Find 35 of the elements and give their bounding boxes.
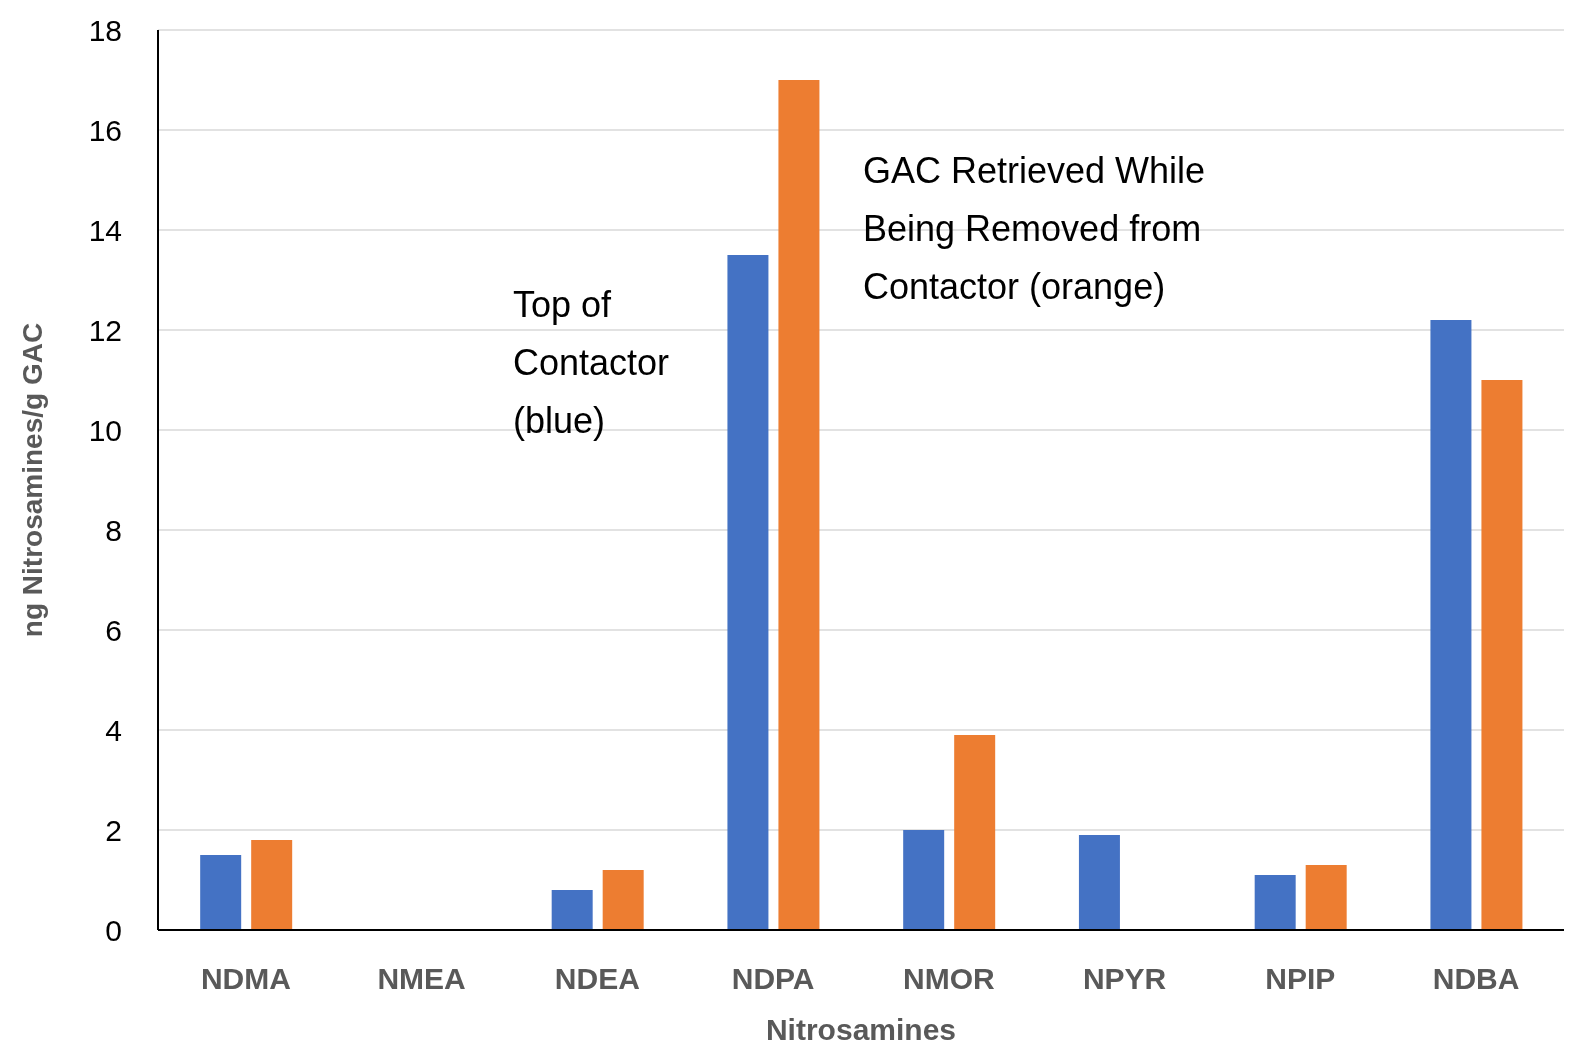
- bar: [551, 890, 593, 930]
- y-tick-label: 0: [105, 913, 122, 947]
- y-tick-label: 14: [88, 213, 122, 247]
- y-tick-label: 18: [88, 13, 122, 47]
- annotation: Top of Contactor (blue): [513, 283, 671, 443]
- y-tick-label: 6: [105, 613, 122, 647]
- x-tick-label: NDEA: [554, 962, 640, 996]
- bar: [1305, 865, 1347, 930]
- y-tick-label: 12: [88, 313, 122, 347]
- annotation: GAC Retrieved While Being Removed from Contactor (orange): [863, 149, 1207, 309]
- x-tick-label: NDMA: [200, 962, 291, 996]
- bar: [778, 80, 820, 930]
- bar: [954, 735, 996, 930]
- x-tick-label: NPIP: [1265, 962, 1336, 996]
- x-axis-title: Nitrosamines: [765, 1013, 957, 1046]
- y-axis-title: ng Nitrosamines/g GAC: [16, 322, 48, 638]
- bar: [1078, 835, 1120, 930]
- x-tick-label: NPYR: [1082, 962, 1167, 996]
- y-tick-label: 8: [105, 513, 122, 547]
- x-tick-label: NMOR: [903, 962, 996, 996]
- y-tick-label: 16: [88, 113, 122, 147]
- bar: [727, 255, 769, 930]
- bar: [1254, 875, 1296, 930]
- x-tick-label: NDBA: [1432, 962, 1520, 996]
- x-tick-label: NMEA: [377, 962, 466, 996]
- bar: [1481, 380, 1523, 930]
- x-tick-label: NDPA: [731, 962, 815, 996]
- bar: [1430, 320, 1472, 930]
- bar: [602, 870, 644, 930]
- bar: [251, 840, 293, 930]
- y-tick-label: 2: [105, 813, 122, 847]
- y-tick-label: 4: [105, 713, 122, 747]
- bar: [903, 830, 945, 930]
- bar: [200, 855, 242, 930]
- y-tick-label: 10: [88, 413, 122, 447]
